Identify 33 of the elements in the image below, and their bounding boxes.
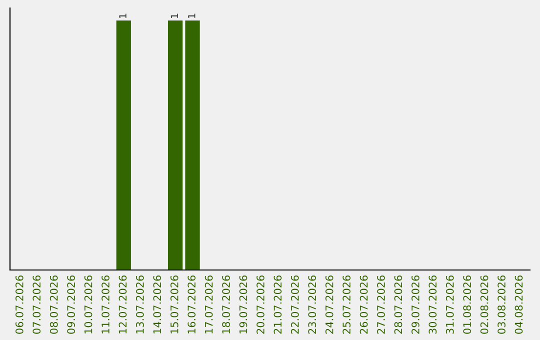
x-tick-label: 07.07.2026 bbox=[32, 276, 41, 334]
x-tick-label: 23.07.2026 bbox=[308, 276, 316, 334]
x-tick-label: 02.08.2026 bbox=[480, 276, 488, 334]
x-tick-label: 18.07.2026 bbox=[222, 276, 230, 334]
x-tick-label: 26.07.2026 bbox=[360, 276, 368, 334]
x-tick-label: 03.08.2026 bbox=[498, 276, 506, 334]
x-tick-label: 31.07.2026 bbox=[446, 276, 454, 334]
x-tick-label: 14.07.2026 bbox=[153, 276, 162, 334]
x-tick-label: 17.07.2026 bbox=[204, 276, 213, 334]
x-tick-label: 28.07.2026 bbox=[394, 276, 402, 334]
x-tick-label: 19.07.2026 bbox=[239, 276, 248, 334]
x-tick-label: 29.07.2026 bbox=[412, 276, 420, 334]
data-label: 1 bbox=[170, 14, 178, 18]
x-tick-label: 20.07.2026 bbox=[256, 276, 264, 334]
x-tick-label: 09.07.2026 bbox=[67, 276, 76, 334]
x-tick-label: 27.07.2026 bbox=[377, 276, 385, 334]
x-tick-label: 08.07.2026 bbox=[50, 276, 58, 334]
data-label: 1 bbox=[119, 14, 126, 18]
x-tick-label: 25.07.2026 bbox=[342, 276, 351, 334]
x-tick-label: 21.07.2026 bbox=[274, 276, 282, 334]
x-tick-label: 11.07.2026 bbox=[102, 276, 110, 334]
x-tick-label: 15.07.2026 bbox=[170, 276, 178, 334]
x-tick-label: 04.08.2026 bbox=[514, 276, 523, 334]
x-tick-label: 06.07.2026 bbox=[15, 276, 24, 334]
x-tick-label: 10.07.2026 bbox=[84, 276, 92, 334]
x-tick-label: 12.07.2026 bbox=[118, 276, 127, 334]
x-tick-label: 22.07.2026 bbox=[290, 276, 299, 334]
data-label: 1 bbox=[188, 14, 196, 18]
x-tick-label: 13.07.2026 bbox=[136, 276, 144, 334]
x-tick-label: 01.08.2026 bbox=[463, 276, 472, 334]
x-tick-label: 24.07.2026 bbox=[325, 276, 334, 334]
x-tick-label: 16.07.2026 bbox=[188, 276, 196, 334]
x-tick-label: 30.07.2026 bbox=[428, 276, 437, 334]
